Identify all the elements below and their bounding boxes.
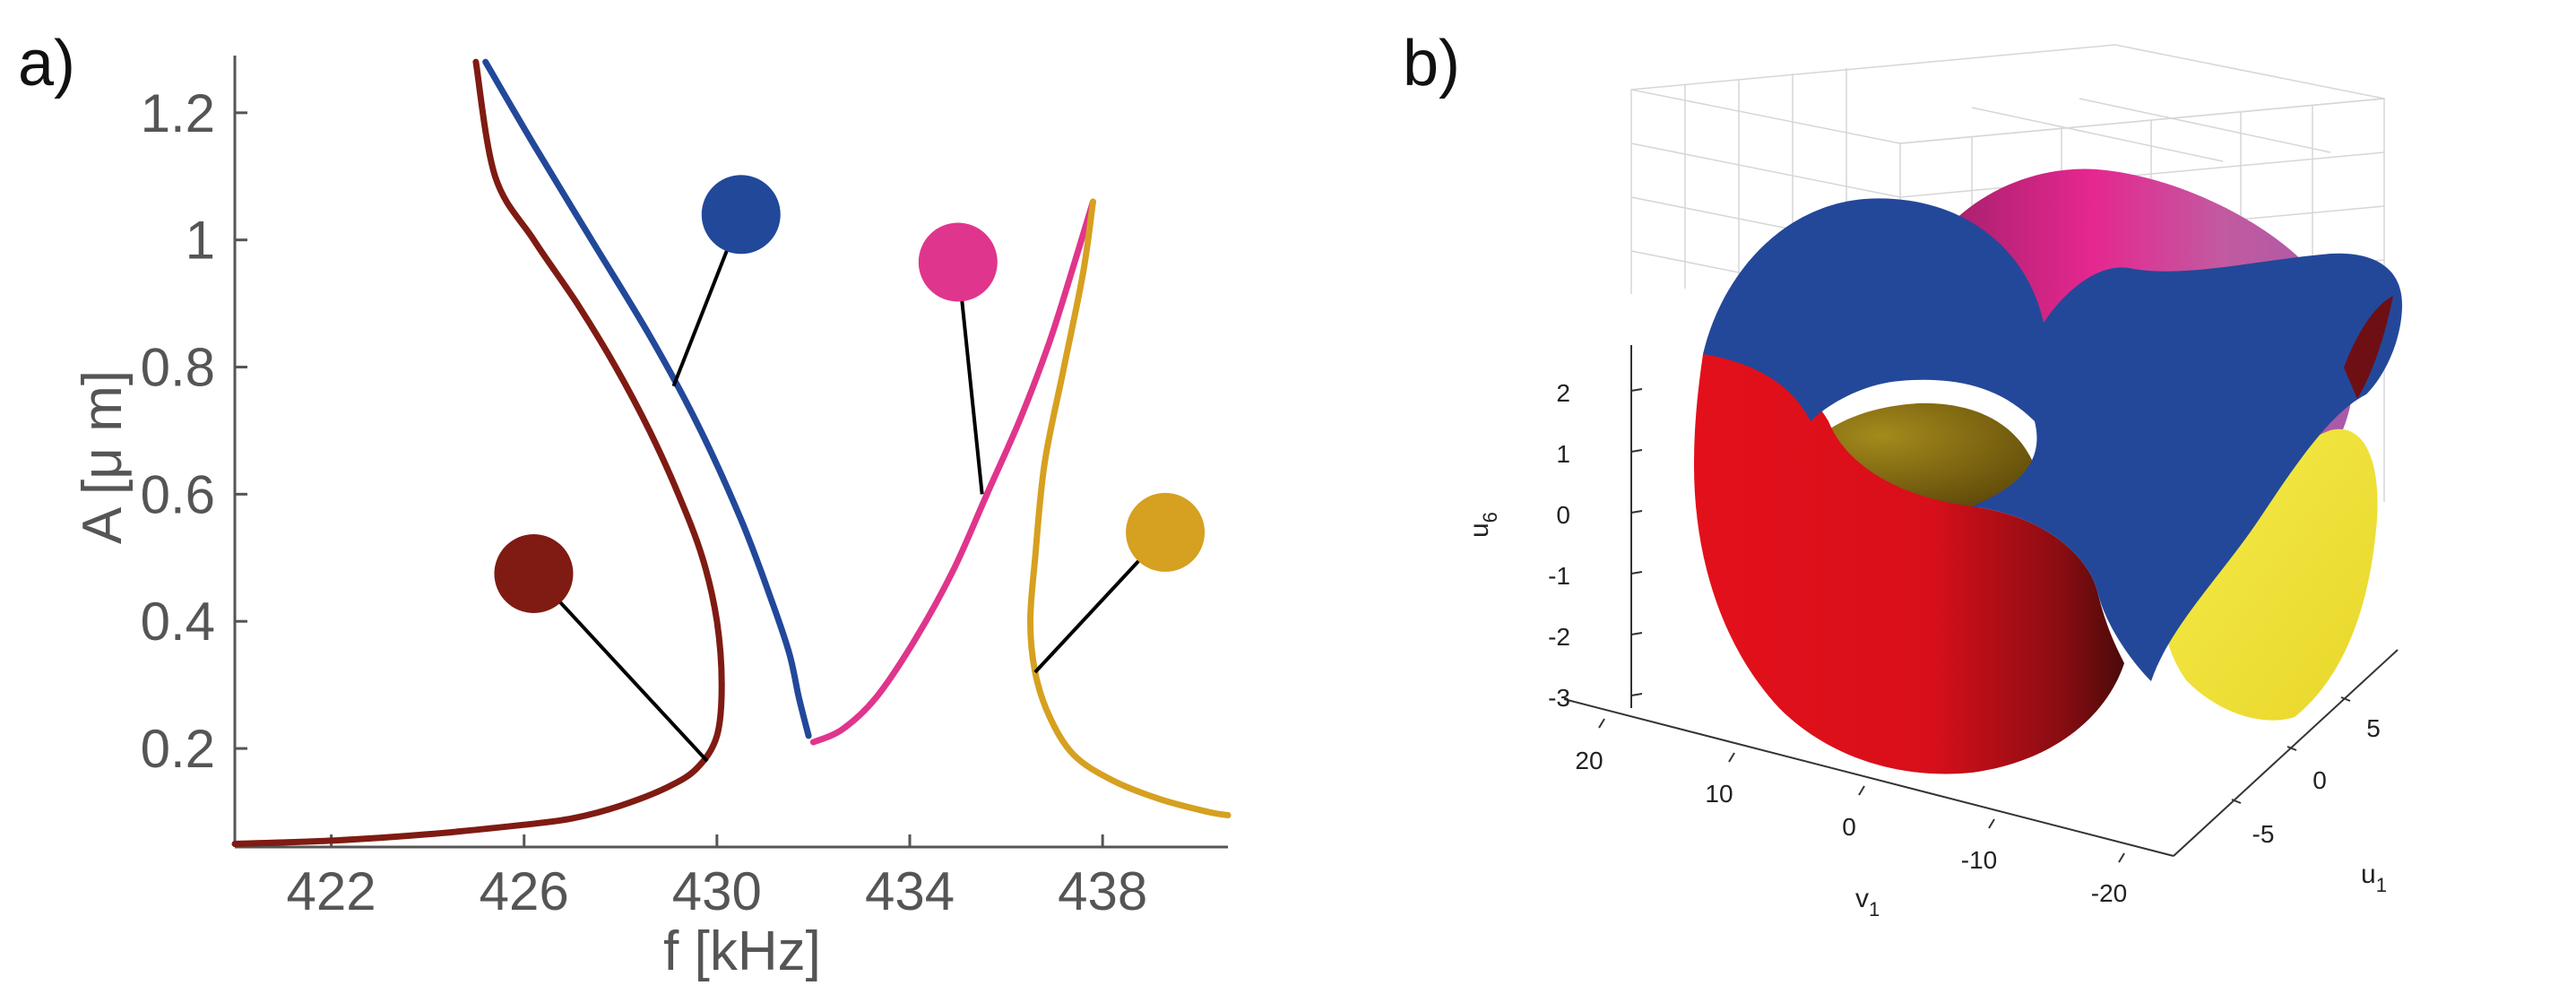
x-tick-label: 426: [480, 861, 569, 921]
data-series: [231, 58, 1232, 847]
y-tick: -5: [2252, 820, 2275, 848]
series-line-pink-branch: [809, 198, 1096, 746]
panel-a-label: a): [18, 28, 75, 99]
svg-text:u1: u1: [2361, 860, 2387, 896]
marker-dot-pink-branch: [918, 222, 998, 302]
y-tick: 0: [2312, 766, 2327, 794]
panel-a-chart: a) 422 426 430 434 438 0.2 0.4 0.6 0.8 1 1.2 f [kH…: [18, 28, 1232, 982]
y-axis-label-3d: u1: [2361, 860, 2387, 896]
dark-red-edge: [2344, 296, 2393, 399]
tick-marks-3d: [1598, 388, 2351, 863]
z-axis-label: u6: [1465, 512, 1501, 538]
x-axis-label-sub: 1: [1869, 898, 1880, 921]
y-tick-label: 1.2: [141, 83, 215, 143]
x-axis-label-main: v: [1855, 884, 1869, 913]
x-tick: 10: [1705, 780, 1733, 808]
axis-ticks: 422 426 430 434 438 0.2 0.4 0.6 0.8 1 1.2: [141, 83, 1148, 921]
x-tick-label: 438: [1058, 861, 1147, 921]
series-line-dark-red-branch: [231, 58, 725, 847]
svg-text:v1: v1: [1855, 884, 1880, 921]
x-tick: -20: [2091, 879, 2127, 907]
axes-3d: [1563, 345, 2399, 857]
y-tick: 5: [2366, 714, 2381, 742]
y-tick-label: 0.6: [141, 464, 215, 524]
y-tick-labels: -5 0 5: [2252, 714, 2381, 848]
pointer-line-dark-red-branch: [532, 572, 709, 763]
z-axis-label-main: u: [1465, 523, 1494, 538]
z-axis-label-sub: 6: [1479, 512, 1501, 523]
x-tick-label: 434: [865, 861, 955, 921]
y-axis-label-main: u: [2361, 860, 2376, 889]
x-tick: -10: [1961, 846, 1997, 874]
marker-dot-dark-red-branch: [494, 534, 574, 614]
svg-text:u6: u6: [1465, 512, 1501, 538]
marker-dot-gold-branch: [1126, 492, 1206, 572]
z-tick: 2: [1556, 379, 1570, 407]
y-axis-label: A [μ m]: [72, 370, 134, 544]
x-tick-label: 422: [287, 861, 376, 921]
z-tick: -3: [1548, 684, 1570, 712]
x-tick-label: 430: [672, 861, 762, 921]
red-surface: [1694, 353, 2124, 774]
z-tick: -1: [1548, 562, 1570, 590]
z-tick-labels: 2 1 0 -1 -2 -3: [1548, 379, 1570, 712]
series-line-gold-branch: [1027, 198, 1232, 818]
blue-surface: [1703, 198, 2402, 681]
panel-b-label: b): [1403, 28, 1460, 99]
y-tick-label: 0.2: [141, 719, 215, 779]
series-line-blue-branch: [482, 58, 812, 739]
x-axis-label-3d: v1: [1855, 884, 1880, 921]
y-tick-label: 1: [186, 211, 215, 271]
z-tick: -2: [1548, 623, 1570, 651]
x-tick: 20: [1575, 747, 1603, 774]
y-tick-label: 0.4: [141, 592, 215, 652]
x-tick-labels: 20 10 0 -10 -20: [1575, 747, 2127, 907]
x-axis-label: f [kHz]: [663, 921, 821, 982]
surface-sheets: [1694, 169, 2402, 774]
x-tick: 0: [1842, 813, 1856, 841]
marker-dot-blue-branch: [701, 175, 781, 255]
y-tick-label: 0.8: [141, 338, 215, 398]
y-axis-label-sub: 1: [2376, 874, 2387, 896]
panel-b-surface-plot: b): [1403, 28, 2402, 921]
z-tick: 0: [1556, 501, 1570, 529]
z-tick: 1: [1556, 440, 1570, 468]
